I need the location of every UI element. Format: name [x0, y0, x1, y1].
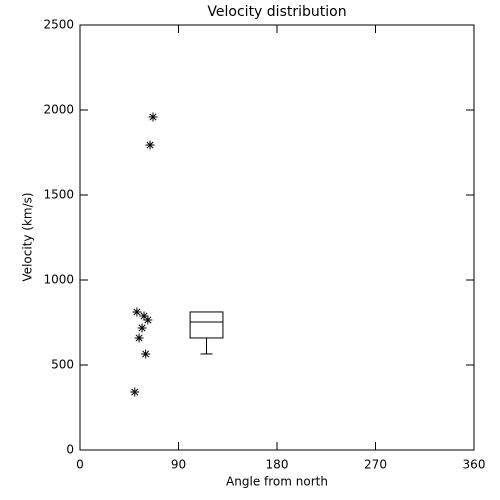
x-tick-label: 270 — [364, 458, 387, 472]
point — [130, 387, 140, 397]
box — [189, 311, 224, 339]
chart-title: Velocity distribution — [207, 4, 346, 20]
y-tick-label: 2500 — [43, 18, 74, 32]
y-tick-label: 500 — [51, 358, 74, 372]
x-tick-label: 180 — [266, 458, 289, 472]
point — [132, 307, 142, 317]
point — [141, 349, 151, 359]
point — [145, 140, 155, 150]
y-tick-label: 1000 — [43, 273, 74, 287]
x-tick-label: 0 — [76, 458, 84, 472]
y-tick-label: 1500 — [43, 188, 74, 202]
x-tick-label: 360 — [463, 458, 486, 472]
point — [139, 311, 149, 321]
point — [137, 323, 147, 333]
point — [148, 112, 158, 122]
y-tick-label: 2000 — [43, 103, 74, 117]
y-tick-label: 0 — [66, 443, 74, 457]
point — [143, 315, 153, 325]
y-axis-label: Velocity (km/s) — [21, 192, 35, 281]
x-axis-label: Angle from north — [226, 475, 328, 489]
x-tick-label: 90 — [171, 458, 186, 472]
plot-frame — [79, 24, 475, 451]
point — [134, 333, 144, 343]
